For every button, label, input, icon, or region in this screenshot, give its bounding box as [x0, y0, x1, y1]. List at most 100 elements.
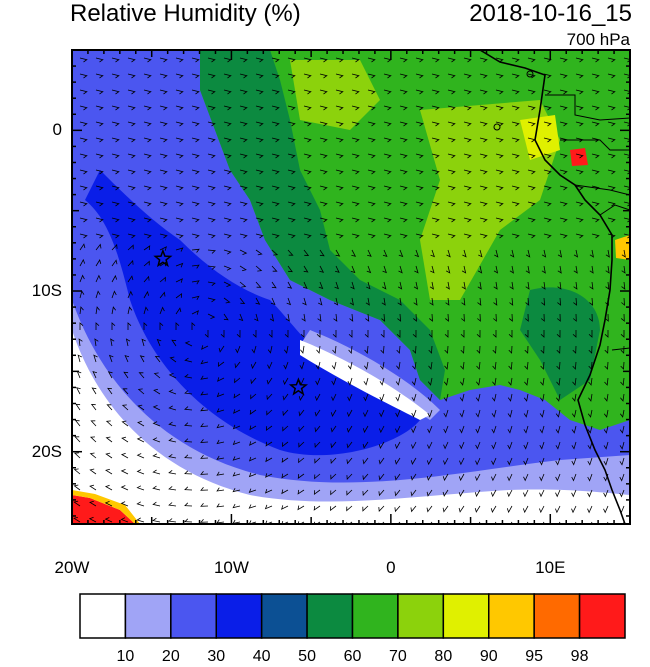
wind-barb	[539, 457, 545, 466]
wind-barb	[302, 297, 307, 306]
wind-barb	[287, 73, 296, 79]
wind-barb	[463, 105, 472, 111]
wind-barb	[475, 473, 481, 482]
wind-barb	[265, 473, 273, 478]
wind-barb	[95, 322, 100, 330]
wind-barb	[121, 436, 129, 443]
wind-barb	[239, 57, 248, 63]
wind-barb	[559, 121, 568, 127]
wind-barb	[93, 354, 98, 363]
wind-barb	[217, 377, 225, 382]
wind-barb	[591, 137, 600, 143]
wind-barb	[543, 169, 552, 175]
wind-barb	[623, 169, 630, 175]
wind-barb	[191, 57, 200, 63]
wind-barb	[271, 233, 280, 239]
wind-barb	[335, 201, 344, 207]
wind-barb	[200, 407, 209, 412]
wind-barb	[79, 121, 88, 127]
colorbar-label: 98	[570, 648, 589, 665]
wind-barb	[207, 105, 216, 111]
wind-barb	[591, 105, 600, 111]
wind-barb	[335, 137, 344, 143]
wind-barb	[313, 489, 321, 496]
wind-barb	[143, 185, 152, 191]
wind-barbs	[73, 57, 630, 524]
wind-barb	[137, 388, 145, 395]
colorbar-label: 30	[207, 648, 226, 665]
wind-barb	[511, 73, 520, 79]
wind-barb	[184, 422, 193, 427]
wind-barb	[523, 393, 529, 402]
wind-barb	[475, 425, 481, 434]
wind-barb	[555, 409, 561, 418]
wind-barb	[591, 201, 600, 207]
wind-barb	[299, 361, 305, 370]
wind-barb	[191, 201, 200, 207]
wind-barb	[95, 169, 104, 175]
island	[493, 123, 501, 131]
wind-barb	[415, 121, 424, 127]
wind-barb	[410, 505, 417, 513]
wind-barb	[367, 153, 376, 159]
wind-barb	[168, 518, 177, 523]
wind-barb	[351, 153, 360, 159]
wind-barb	[605, 265, 610, 274]
wind-barb	[540, 361, 545, 370]
wind-barb	[271, 153, 280, 159]
wind-barb	[367, 105, 376, 111]
wind-barb	[458, 489, 465, 497]
wind-barb	[588, 361, 593, 370]
wind-barb	[575, 169, 584, 175]
wind-barb	[443, 457, 449, 466]
wind-barb	[314, 441, 321, 449]
wind-barb	[298, 425, 305, 433]
wind-barb	[200, 518, 209, 523]
wind-barb	[143, 290, 150, 299]
wind-barb	[143, 217, 152, 223]
wind-barb	[587, 457, 593, 466]
wind-barb	[248, 456, 257, 462]
wind-barb	[127, 121, 136, 127]
wind-barb	[175, 322, 180, 330]
wind-barb	[415, 57, 424, 63]
wind-barb	[604, 345, 609, 354]
wind-barb	[314, 409, 321, 417]
wind-barb	[335, 217, 344, 223]
island	[526, 70, 534, 78]
wind-barb	[395, 409, 401, 418]
wind-barb	[623, 89, 630, 95]
wind-barb	[383, 233, 392, 239]
wind-barb	[619, 505, 625, 514]
wind-barb	[474, 489, 481, 498]
wind-barb	[431, 57, 440, 63]
wind-barb	[555, 441, 561, 450]
wind-barb	[395, 377, 401, 386]
wind-barb	[120, 517, 129, 523]
wind-barb	[443, 425, 449, 434]
wind-barb	[350, 265, 356, 274]
wind-barb	[75, 387, 81, 395]
wind-barb	[463, 233, 472, 239]
wind-barb	[525, 281, 530, 290]
wind-barb	[191, 185, 200, 191]
wind-barb	[445, 281, 450, 290]
wind-barb	[313, 505, 321, 511]
wind-barb	[506, 505, 513, 514]
wind-barb	[379, 393, 385, 402]
wind-barb	[104, 501, 113, 507]
wind-barb	[216, 519, 225, 524]
wind-barb	[540, 330, 545, 338]
wind-barb	[507, 457, 513, 466]
wind-barb	[523, 473, 529, 482]
wind-barb	[591, 153, 600, 159]
wind-barb	[427, 441, 433, 450]
wind-barb	[141, 338, 146, 347]
wind-barb	[603, 457, 609, 466]
wind-barb	[607, 137, 616, 143]
lon-tick-label: 10W	[213, 558, 249, 577]
wind-barb	[524, 345, 529, 354]
wind-barb	[522, 505, 529, 514]
wind-barb	[303, 105, 312, 111]
wind-barb	[248, 504, 257, 509]
